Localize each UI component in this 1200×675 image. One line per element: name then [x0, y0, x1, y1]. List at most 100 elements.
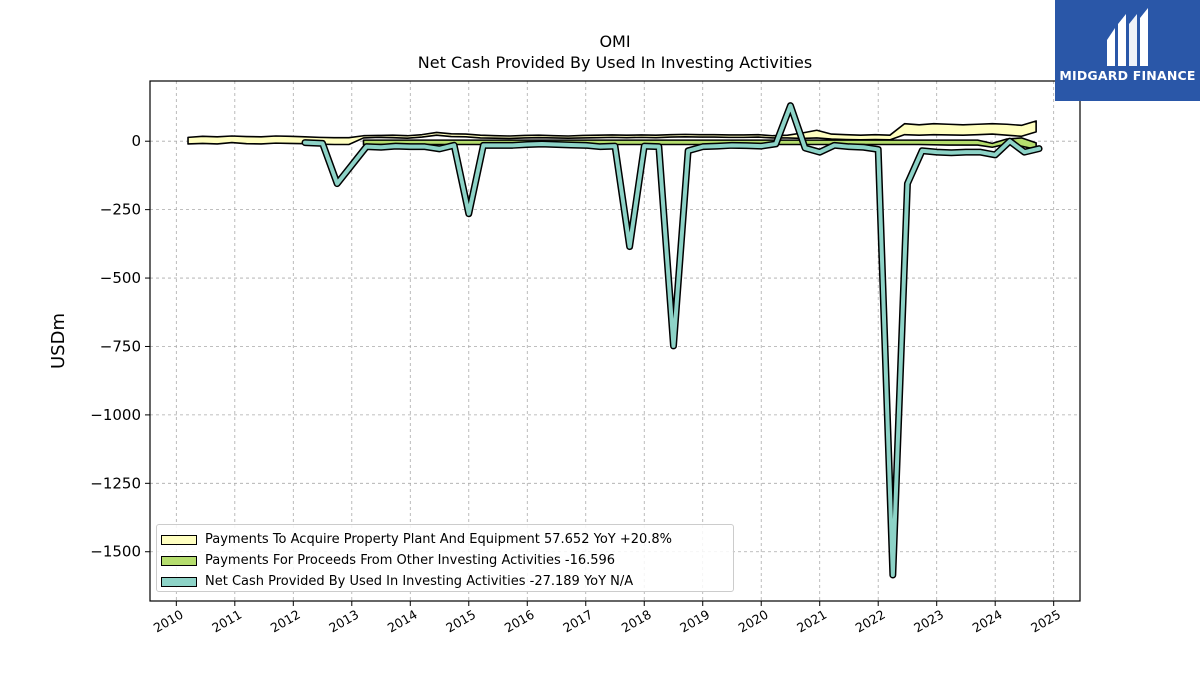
data-point	[935, 150, 939, 154]
data-point	[976, 141, 980, 145]
data-point	[467, 212, 471, 216]
data-point	[394, 144, 398, 148]
x-tick-label: 2018	[619, 607, 654, 636]
data-point	[917, 141, 921, 145]
legend-item-other-investing: Payments For Proceeds From Other Investi…	[157, 550, 733, 571]
series-band-0	[187, 120, 1037, 146]
data-point	[818, 150, 822, 154]
data-point	[786, 141, 790, 145]
data-point	[423, 145, 427, 149]
data-point	[862, 145, 866, 149]
legend-swatch-other-investing	[161, 555, 197, 566]
data-point	[815, 132, 819, 136]
data-point	[946, 141, 950, 145]
data-point	[701, 145, 705, 149]
data-point	[321, 141, 325, 145]
data-point	[759, 144, 763, 148]
data-point	[788, 104, 792, 108]
data-point	[976, 127, 980, 131]
chart-legend: Payments To Acquire Property Plant And E…	[156, 524, 734, 592]
legend-item-ppe: Payments To Acquire Property Plant And E…	[157, 529, 733, 550]
data-point	[686, 149, 690, 153]
data-point	[832, 143, 836, 147]
y-tick-label: −1500	[90, 543, 141, 561]
data-point	[920, 149, 924, 153]
legend-swatch-ppe	[161, 534, 197, 545]
data-point	[891, 573, 895, 577]
data-point	[628, 245, 632, 249]
x-tick-label: 2024	[970, 607, 1005, 636]
data-point	[452, 143, 456, 147]
data-point	[230, 137, 234, 141]
data-point	[186, 139, 190, 143]
data-point	[847, 145, 851, 149]
y-tick-label: 0	[131, 132, 141, 150]
data-point	[730, 143, 734, 147]
data-point	[613, 144, 617, 148]
x-tick-label: 2012	[268, 607, 303, 636]
x-tick-label: 2017	[560, 607, 595, 636]
brand-name: MIDGARD FINANCE	[1059, 68, 1196, 83]
data-point	[481, 143, 485, 147]
y-tick-label: −1000	[90, 406, 141, 424]
series-layer	[186, 102, 1043, 579]
data-point	[903, 127, 907, 131]
data-point	[625, 141, 629, 145]
data-point	[745, 144, 749, 148]
data-point	[774, 142, 778, 146]
data-point	[525, 142, 529, 146]
series-line	[303, 103, 1042, 577]
y-axis-ticks: 0 −250 −500 −750 −1000 −1250 −1500	[90, 132, 150, 561]
chart-title: OMI	[599, 32, 630, 51]
data-point	[990, 127, 994, 131]
data-point	[584, 143, 588, 147]
data-point	[332, 139, 336, 143]
data-point	[671, 344, 675, 348]
x-tick-label: 2010	[151, 607, 186, 636]
x-tick-label: 2021	[794, 607, 829, 636]
x-tick-label: 2014	[385, 607, 420, 636]
data-point	[215, 138, 219, 142]
brand-logo: MIDGARD FINANCE	[1055, 0, 1200, 101]
data-point	[598, 145, 602, 149]
data-point	[569, 143, 573, 147]
data-point	[438, 147, 442, 151]
data-point	[683, 141, 687, 145]
y-axis-label: USDm	[48, 313, 69, 369]
y-tick-label: −500	[100, 269, 141, 287]
data-point	[949, 151, 953, 155]
x-tick-label: 2019	[677, 607, 712, 636]
data-point	[917, 128, 921, 132]
data-point	[347, 139, 351, 143]
data-point	[1034, 123, 1038, 127]
y-tick-label: −750	[100, 337, 141, 355]
data-point	[803, 146, 807, 150]
data-point	[715, 144, 719, 148]
data-point	[642, 144, 646, 148]
plot-frame	[149, 80, 1081, 602]
data-point	[657, 145, 661, 149]
x-tick-label: 2013	[326, 607, 361, 636]
data-point	[496, 143, 500, 147]
x-tick-label: 2020	[736, 607, 771, 636]
data-point	[364, 145, 368, 149]
x-tick-label: 2022	[853, 607, 888, 636]
data-point	[1022, 150, 1026, 154]
data-point	[511, 143, 515, 147]
x-axis-ticks: 2010 2011 2012 2013 2014 2015 2016 2017 2018 2019…	[151, 601, 1063, 636]
series-2	[301, 102, 1043, 579]
x-tick-label: 2015	[443, 607, 478, 636]
x-tick-label: 2011	[209, 607, 244, 636]
legend-swatch-net-cash	[161, 576, 197, 587]
data-point	[979, 150, 983, 154]
data-point	[888, 141, 892, 145]
y-tick-label: −1250	[90, 474, 141, 492]
data-point	[201, 138, 205, 142]
data-point	[876, 147, 880, 151]
legend-label-other-investing: Payments For Proceeds From Other Investi…	[205, 553, 616, 568]
y-tick-label: −250	[100, 201, 141, 219]
data-point	[1005, 128, 1009, 132]
data-point	[379, 145, 383, 149]
data-point	[964, 150, 968, 154]
